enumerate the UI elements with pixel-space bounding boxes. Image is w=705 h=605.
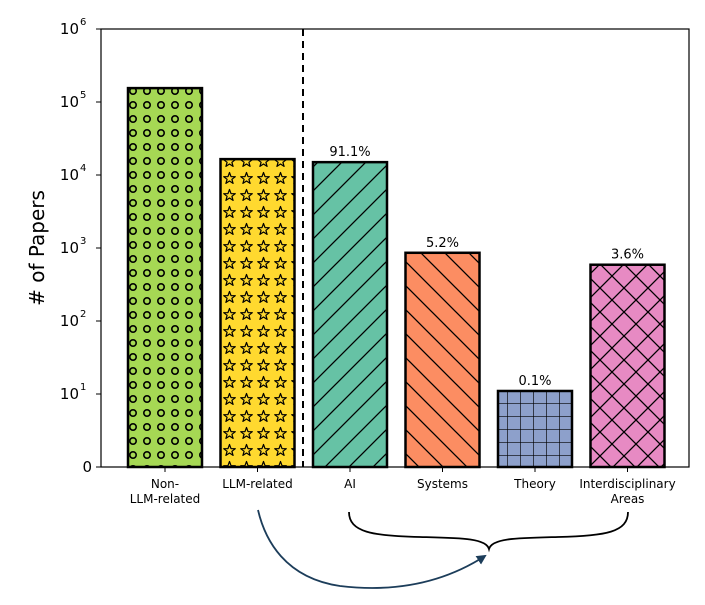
bar-non-llm-related <box>126 86 204 469</box>
category-label: Non- <box>151 477 179 491</box>
y-tick-exponent: 1 <box>80 382 86 393</box>
y-tick-label: 0 <box>82 458 92 476</box>
y-tick-exponent: 2 <box>80 309 86 320</box>
plot-frame <box>100 28 690 468</box>
y-tick-exponent: 6 <box>80 17 86 28</box>
y-tick-label: 10 <box>60 93 79 111</box>
bar-systems <box>404 251 481 469</box>
bar-value-label: 91.1% <box>329 145 370 160</box>
breakdown-arrow <box>257 509 487 589</box>
bar-interdisciplinary-areas <box>589 263 666 469</box>
y-axis-label: # of Papers <box>25 190 49 306</box>
bar-theory <box>496 389 574 469</box>
y-tick-label: 10 <box>60 20 79 38</box>
bars-layer <box>126 86 666 469</box>
category-label: LLM-related <box>222 477 293 491</box>
bar-llm-related <box>219 157 296 469</box>
y-tick-label: 10 <box>60 385 79 403</box>
subcategory-brace <box>348 511 629 553</box>
bar-value-label: 0.1% <box>518 374 551 389</box>
y-tick-label: 10 <box>60 239 79 257</box>
category-label: Areas <box>611 492 645 506</box>
y-tick-exponent: 4 <box>80 163 86 174</box>
y-tick-exponent: 5 <box>80 90 86 101</box>
category-label: Systems <box>417 477 468 491</box>
y-tick-exponent: 3 <box>80 236 86 247</box>
category-label: Interdisciplinary <box>579 477 675 491</box>
category-label: LLM-related <box>130 492 201 506</box>
bar-value-labels: 91.1% 5.2% 0.1% 3.6% <box>329 145 644 389</box>
y-tick-label: 10 <box>60 312 79 330</box>
bar-value-label: 5.2% <box>426 236 459 251</box>
y-tick-label: 10 <box>60 166 79 184</box>
bar-ai <box>311 160 389 469</box>
category-label: AI <box>344 477 356 491</box>
bar-value-label: 3.6% <box>611 248 644 263</box>
category-label: Theory <box>513 477 556 491</box>
